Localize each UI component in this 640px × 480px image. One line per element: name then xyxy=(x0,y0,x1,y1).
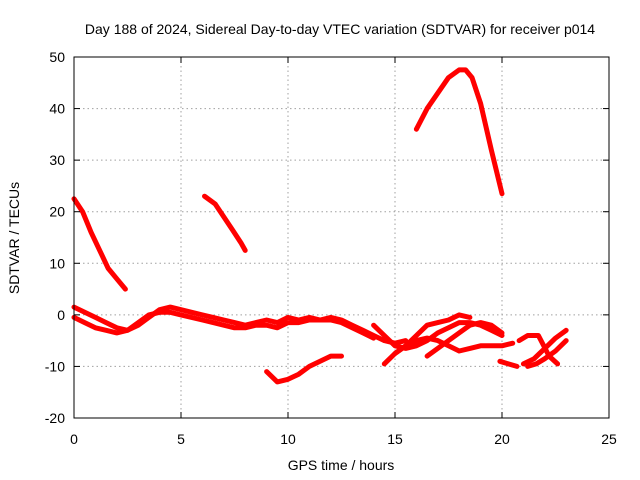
y-tick-label: 10 xyxy=(49,255,65,271)
y-tick-label: 20 xyxy=(49,204,65,220)
series-track-9 xyxy=(392,312,473,356)
y-axis-label: SDTVAR / TECUs xyxy=(6,182,22,294)
series-track-11 xyxy=(497,358,520,369)
y-tick-label: 30 xyxy=(49,152,65,168)
y-tick-label: -20 xyxy=(45,410,65,426)
x-tick-label: 25 xyxy=(601,431,617,447)
x-tick-label: 5 xyxy=(177,431,185,447)
series-track-13 xyxy=(525,338,569,369)
series-track-14 xyxy=(516,333,561,367)
x-tick-label: 20 xyxy=(494,431,510,447)
chart-title: Day 188 of 2024, Sidereal Day-to-day VTE… xyxy=(85,21,595,37)
series-track-2 xyxy=(202,193,248,253)
series-track-1 xyxy=(71,196,128,292)
grid-lines xyxy=(74,57,609,418)
axis-ticks xyxy=(73,56,610,419)
y-tick-labels: -20 -10 0 10 20 30 40 50 xyxy=(45,49,65,426)
series-track-10 xyxy=(424,320,505,359)
series-track-5 xyxy=(71,309,377,341)
series-track-8 xyxy=(371,320,505,351)
x-axis-label: GPS time / hours xyxy=(288,457,395,473)
data-series xyxy=(71,67,569,385)
y-tick-label: 0 xyxy=(57,307,65,323)
series-track-3 xyxy=(413,67,505,197)
plot-frame xyxy=(73,56,610,419)
y-tick-label: 40 xyxy=(49,101,65,117)
x-tick-label: 10 xyxy=(280,431,296,447)
y-tick-label: -10 xyxy=(45,358,65,374)
x-tick-labels: 0 5 10 15 20 25 xyxy=(70,431,617,447)
series-track-6 xyxy=(264,353,344,385)
y-tick-label: 50 xyxy=(49,49,65,65)
x-tick-label: 0 xyxy=(70,431,78,447)
x-tick-label: 15 xyxy=(387,431,403,447)
